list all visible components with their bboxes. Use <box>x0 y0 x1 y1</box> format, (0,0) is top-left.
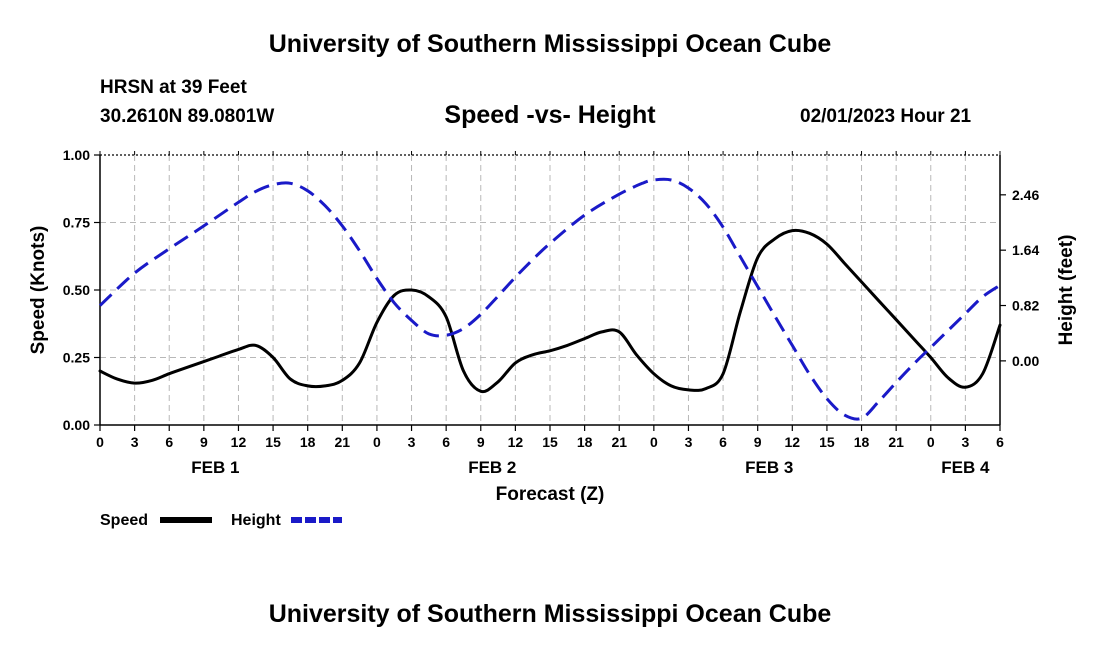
x-tick-label: 0 <box>927 434 935 450</box>
x-axis-title: Forecast (Z) <box>496 484 605 505</box>
y-axis-title: Speed (Knots) <box>28 226 49 355</box>
day-label: FEB 1 <box>191 458 239 477</box>
x-tick-label: 6 <box>442 434 450 450</box>
x-tick-label: 18 <box>854 434 870 450</box>
x-tick-label: 0 <box>96 434 104 450</box>
y-tick-label: 0.50 <box>63 282 90 298</box>
x-tick-label: 18 <box>300 434 316 450</box>
height-series-line <box>98 177 1001 421</box>
speed-series-line <box>98 228 1002 394</box>
x-tick-label: 12 <box>785 434 801 450</box>
x-tick-label: 12 <box>231 434 247 450</box>
x-tick-label: 15 <box>265 434 281 450</box>
y-tick-label: 0.00 <box>63 417 90 433</box>
y2-tick-label: 0.82 <box>1012 298 1039 314</box>
x-tick-label: 21 <box>335 434 351 450</box>
x-tick-label: 3 <box>131 434 139 450</box>
y-tick-label: 0.75 <box>63 215 90 231</box>
y2-tick-label: 1.64 <box>1012 242 1039 258</box>
coordinates-label: 30.2610N 89.0801W <box>100 106 275 127</box>
x-tick-label: 21 <box>888 434 904 450</box>
footer-title: University of Southern Mississippi Ocean… <box>268 600 832 628</box>
legend-height-label: Height <box>231 512 281 529</box>
day-label: FEB 3 <box>745 458 793 477</box>
x-tick-label: 12 <box>508 434 524 450</box>
y2-axis-title: Height (feet) <box>1056 235 1077 346</box>
x-tick-label: 15 <box>542 434 558 450</box>
x-tick-label: 18 <box>577 434 593 450</box>
chart-subtitle: Speed -vs- Height <box>444 101 656 129</box>
legend-speed-label: Speed <box>100 512 148 529</box>
x-tick-label: 0 <box>650 434 658 450</box>
day-label: FEB 4 <box>941 458 990 477</box>
x-tick-label: 9 <box>200 434 208 450</box>
y2-tick-label: 2.46 <box>1012 187 1039 203</box>
forecast-datetime: 02/01/2023 Hour 21 <box>800 106 972 127</box>
x-tick-label: 15 <box>819 434 835 450</box>
x-tick-label: 6 <box>996 434 1004 450</box>
day-label: FEB 2 <box>468 458 516 477</box>
station-label: HRSN at 39 Feet <box>100 77 247 98</box>
y-tick-label: 0.25 <box>63 350 90 366</box>
x-tick-label: 9 <box>477 434 485 450</box>
x-tick-label: 6 <box>719 434 727 450</box>
x-tick-label: 3 <box>685 434 693 450</box>
x-tick-label: 9 <box>754 434 762 450</box>
x-tick-label: 0 <box>373 434 381 450</box>
x-tick-label: 3 <box>961 434 969 450</box>
x-tick-label: 3 <box>408 434 416 450</box>
x-tick-label: 21 <box>611 434 627 450</box>
y2-tick-label: 0.00 <box>1012 353 1039 369</box>
x-tick-label: 6 <box>165 434 173 450</box>
page-title: University of Southern Mississippi Ocean… <box>268 30 832 58</box>
y-tick-label: 1.00 <box>63 147 90 163</box>
